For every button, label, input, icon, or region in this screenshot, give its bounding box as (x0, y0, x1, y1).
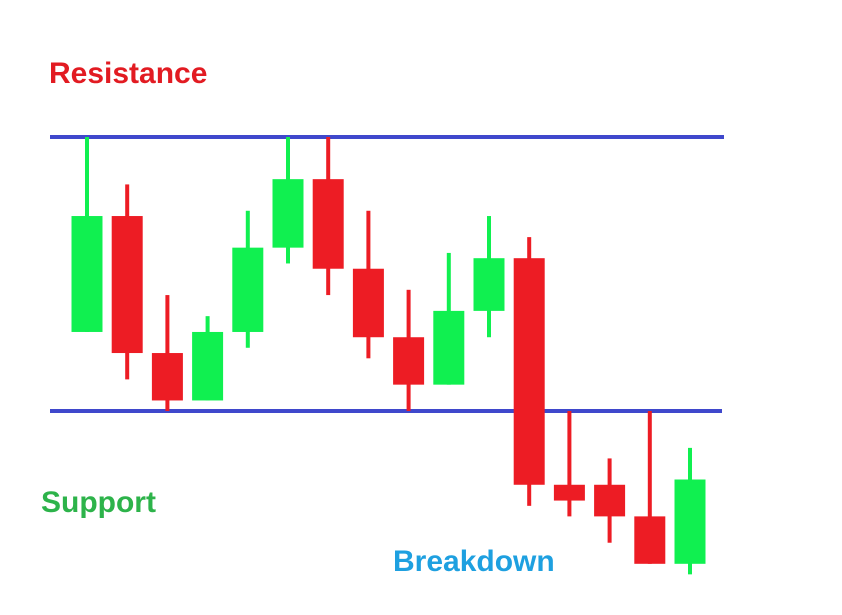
bullish-candle-body (272, 179, 304, 248)
level-lines (50, 135, 724, 413)
candles (71, 137, 706, 575)
bearish-candle-body (594, 484, 626, 517)
annotations: Resistance Support Breakdown (41, 57, 555, 578)
candle-16 (674, 447, 706, 575)
bearish-candle-body (393, 337, 425, 385)
bullish-candle-body (192, 331, 224, 401)
candle-12 (513, 237, 545, 506)
bullish-candle-body (433, 310, 465, 385)
candle-7 (312, 137, 344, 296)
candle-15 (634, 411, 666, 564)
bearish-candle-body (553, 484, 585, 501)
candle-wick (647, 411, 652, 564)
candle-8 (352, 210, 384, 359)
bullish-candle-body (473, 258, 505, 311)
candle-5 (232, 210, 264, 348)
bullish-candle-body (71, 216, 103, 332)
candle-1 (71, 137, 103, 332)
candle-wick (567, 411, 572, 517)
bullish-candle-body (232, 247, 264, 332)
candle-9 (393, 289, 425, 411)
breakdown-label: Breakdown (393, 545, 555, 578)
candle-6 (272, 137, 304, 264)
bearish-candle-body (111, 216, 143, 354)
candle-10 (433, 252, 465, 385)
bearish-candle-body (312, 179, 344, 269)
candle-11 (473, 216, 505, 338)
bullish-candle-body (674, 479, 706, 564)
bearish-candle-body (151, 353, 183, 401)
candle-2 (111, 184, 143, 380)
candle-4 (192, 316, 224, 401)
bearish-candle-body (634, 516, 666, 564)
support-label: Support (41, 486, 156, 519)
candle-13 (553, 411, 585, 517)
candle-3 (151, 295, 183, 411)
bearish-candle-body (352, 268, 384, 338)
resistance-label: Resistance (49, 57, 207, 90)
candle-14 (594, 458, 626, 543)
bearish-candle-body (513, 258, 545, 485)
